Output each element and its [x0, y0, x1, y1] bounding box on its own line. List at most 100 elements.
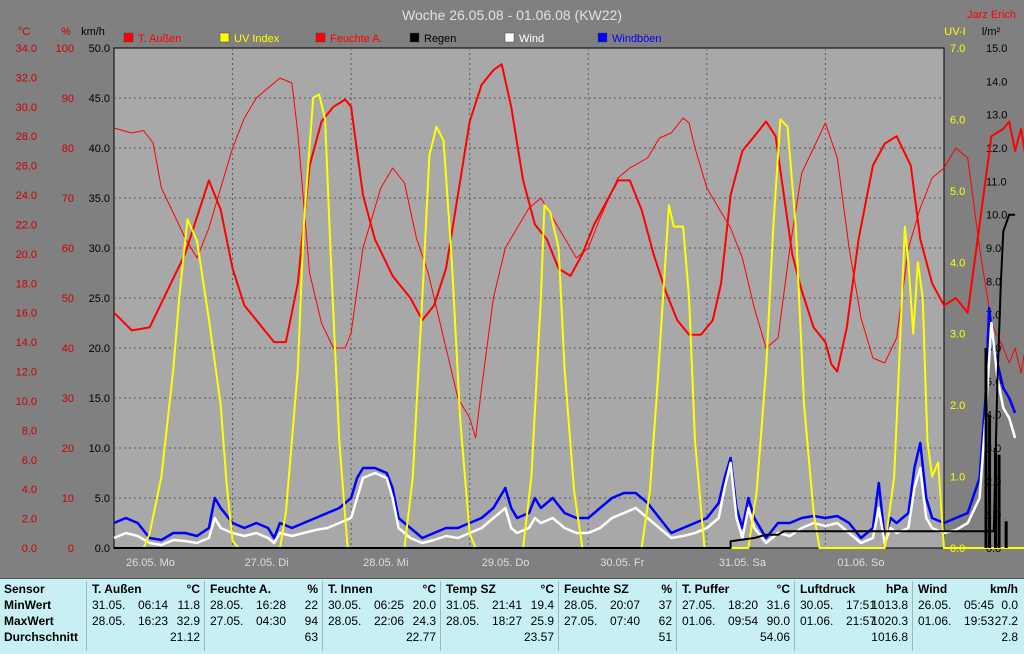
celsius-tick-label: 34.0 [16, 43, 37, 55]
kmh-tick-label: 35.0 [89, 193, 110, 205]
kmh-tick-label: 10.0 [89, 443, 110, 455]
day-tick-label: 29.05. Do [482, 557, 530, 569]
stats-value: 0.0 [1001, 598, 1018, 612]
rain-tick-label: 14.0 [986, 76, 1007, 88]
stats-unit: °C [186, 582, 200, 596]
stats-average: 63 [304, 630, 318, 644]
stats-value: 27.2 [994, 614, 1018, 628]
kmh-tick-label: 30.0 [89, 243, 110, 255]
stats-time: 04:30 [256, 614, 287, 628]
stats-value: 1020.3 [871, 614, 908, 628]
stats-date: 28.05. [446, 614, 480, 628]
stats-value: 94 [304, 614, 318, 628]
stats-average: 23.57 [523, 630, 554, 644]
stats-time: 22:06 [374, 614, 405, 628]
legend-swatch [504, 32, 515, 43]
stats-separator [676, 581, 677, 651]
stats-time: 16:28 [256, 598, 287, 612]
stats-value: 37 [658, 598, 672, 612]
rain-tick-label: 13.0 [986, 110, 1007, 122]
stats-date: 27.05. [682, 598, 716, 612]
legend-label: T. Außen [138, 33, 181, 45]
celsius-tick-label: 32.0 [16, 72, 37, 84]
stats-value: 22 [304, 598, 318, 612]
rain-tick-label: 11.0 [986, 176, 1007, 188]
stats-date: 28.05. [92, 614, 126, 628]
series-line-feuchte-a- [113, 77, 1024, 439]
kmh-tick-label: 20.0 [89, 343, 110, 355]
stats-separator [86, 581, 87, 651]
celsius-tick-label: 10.0 [16, 396, 37, 408]
uv-tick-label: 2.0 [950, 400, 965, 412]
stats-group: Temp SZ °C 31.05. 21:41 19.4 28.05. 18:27 25.9 2… [442, 579, 560, 654]
rain-unit-label: l/m² [982, 26, 1001, 38]
percent-tick-label: 90 [62, 93, 74, 105]
kmh-tick-label: 0.0 [95, 543, 110, 555]
stats-separator [322, 581, 323, 651]
legend-label: Regen [424, 33, 456, 45]
uv-tick-label: 5.0 [950, 186, 965, 198]
rain-tick-label: 12.0 [986, 143, 1007, 155]
stats-value: 1013.8 [871, 598, 908, 612]
stats-row-label: MinWert [4, 598, 52, 612]
stats-unit: °C [540, 582, 554, 596]
stats-value: 11.8 [177, 598, 200, 612]
stats-row-label: MaxWert [4, 614, 54, 628]
chart-title: Woche 26.05.08 - 01.06.08 (KW22) [402, 7, 622, 23]
celsius-tick-label: 2.0 [22, 514, 37, 526]
kmh-tick-label: 50.0 [89, 43, 110, 55]
stats-value: 32.9 [176, 614, 200, 628]
stats-time: 21:41 [492, 598, 523, 612]
kmh-tick-label: 45.0 [89, 93, 110, 105]
percent-tick-label: 100 [56, 43, 74, 55]
celsius-tick-label: 28.0 [16, 131, 37, 143]
stats-time: 07:40 [610, 614, 641, 628]
uv-unit-label: UV-I [944, 26, 965, 38]
stats-row-labels: Sensor MinWert MaxWert Durchschnitt [0, 579, 88, 654]
uv-tick-label: 7.0 [950, 43, 965, 55]
celsius-unit-label: °C [18, 26, 30, 38]
celsius-tick-label: 16.0 [16, 308, 37, 320]
stats-group: Feuchte A.% 28.05. 16:28 22 27.05. 04:30 94 63 [206, 579, 324, 654]
stats-sensor-name: Temp SZ [446, 582, 496, 596]
series-line-windb-en [113, 306, 1017, 542]
stats-value: 20.0 [412, 598, 436, 612]
legend-swatch [315, 32, 326, 43]
stats-time: 09:54 [728, 614, 759, 628]
stats-separator [794, 581, 795, 651]
percent-tick-label: 30 [62, 393, 74, 405]
celsius-tick-label: 14.0 [16, 337, 37, 349]
stats-group: T. Puffer °C 27.05. 18:20 31.6 01.06. 09:54 90.… [678, 579, 796, 654]
stats-time: 18:27 [492, 614, 523, 628]
kmh-tick-label: 15.0 [89, 393, 110, 405]
stats-average: 54.06 [759, 630, 790, 644]
stats-unit: % [307, 582, 318, 596]
stats-date: 27.05. [564, 614, 598, 628]
kmh-tick-label: 40.0 [89, 143, 110, 155]
stats-value: 19.4 [530, 598, 554, 612]
stats-sensor-name: T. Innen [328, 582, 373, 596]
stats-unit: km/h [989, 582, 1018, 596]
celsius-tick-label: 18.0 [16, 278, 37, 290]
stats-unit: hPa [885, 582, 908, 596]
stats-average: 21.12 [169, 630, 200, 644]
uv-tick-label: 3.0 [950, 329, 965, 341]
legend-swatch [409, 32, 420, 43]
legend-label: UV Index [234, 33, 280, 45]
legend: T. Außen UV Index Feuchte A. Regen Wind Windb… [123, 32, 662, 45]
percent-tick-label: 10 [62, 493, 74, 505]
stats-sensor-name: Luftdruck [800, 582, 856, 596]
rain-bar [984, 348, 988, 548]
stats-time: 21:57 [846, 614, 877, 628]
axis-ticks: 34.0 32.0 30.0 28.0 26.0 24.0 22.0 20.0 18.0 16.0… [16, 43, 1008, 569]
day-tick-label: 26.05. Mo [126, 557, 175, 569]
celsius-tick-label: 4.0 [22, 484, 37, 496]
stats-sensor-name: Feuchte A. [210, 582, 271, 596]
stats-average: 22.77 [405, 630, 436, 644]
day-tick-label: 31.05. Sa [719, 557, 767, 569]
stats-group: T. Außen °C 31.05. 06:14 11.8 28.05. 16:23 32.9… [88, 579, 206, 654]
celsius-tick-label: 20.0 [16, 249, 37, 261]
percent-tick-label: 80 [62, 143, 74, 155]
author-label: Jarz Erich [967, 9, 1016, 21]
celsius-tick-label: 26.0 [16, 161, 37, 173]
